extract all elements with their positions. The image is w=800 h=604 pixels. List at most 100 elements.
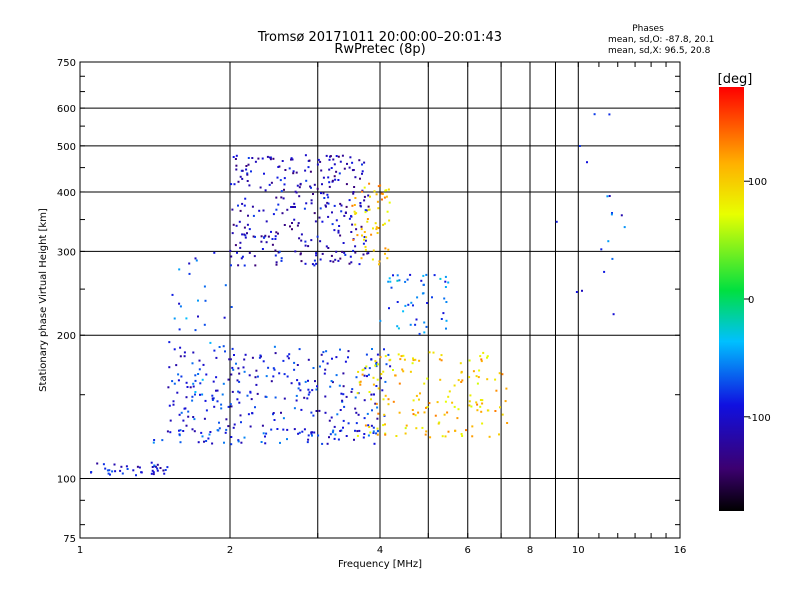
data-point xyxy=(281,160,284,162)
data-point xyxy=(341,250,344,253)
data-point xyxy=(593,113,596,116)
data-point xyxy=(298,348,301,351)
data-point xyxy=(342,419,345,422)
data-point xyxy=(354,407,357,410)
data-point xyxy=(222,382,225,385)
data-point xyxy=(339,202,342,205)
data-point xyxy=(205,373,208,376)
data-point xyxy=(414,323,417,326)
data-point xyxy=(323,372,326,375)
data-point xyxy=(331,431,334,434)
data-point xyxy=(177,373,180,376)
data-point xyxy=(151,469,154,472)
data-point xyxy=(290,158,292,161)
data-point xyxy=(151,466,154,468)
data-point xyxy=(352,192,355,195)
data-point xyxy=(247,214,249,217)
data-point xyxy=(443,297,446,300)
data-point xyxy=(444,400,447,403)
data-point xyxy=(235,362,237,365)
data-point xyxy=(342,242,345,244)
data-point xyxy=(256,375,259,378)
data-point xyxy=(231,366,234,369)
data-point xyxy=(251,157,254,159)
data-point xyxy=(194,329,197,332)
data-point xyxy=(359,202,362,204)
data-point xyxy=(425,430,428,433)
data-point xyxy=(317,434,320,437)
data-point xyxy=(362,436,365,439)
data-point xyxy=(384,380,387,383)
data-point xyxy=(374,364,377,367)
data-point xyxy=(231,208,234,211)
data-point xyxy=(417,411,420,414)
data-point xyxy=(306,397,309,400)
data-point xyxy=(178,268,181,271)
data-point xyxy=(230,183,233,186)
data-point xyxy=(313,264,316,267)
data-point xyxy=(150,461,153,464)
data-point xyxy=(468,400,471,403)
data-point xyxy=(376,232,379,234)
data-point xyxy=(442,312,445,315)
data-point xyxy=(236,251,238,254)
data-point xyxy=(178,302,181,305)
data-point xyxy=(260,441,263,443)
data-point xyxy=(465,429,467,432)
data-point xyxy=(332,158,335,161)
data-point xyxy=(199,382,202,385)
data-point xyxy=(252,214,255,217)
data-point xyxy=(375,363,378,365)
data-point xyxy=(254,160,257,163)
data-point xyxy=(424,433,427,436)
data-point xyxy=(337,231,340,234)
data-point xyxy=(271,238,274,240)
data-point xyxy=(216,400,219,403)
data-point xyxy=(409,323,412,326)
stats-heading: Phases xyxy=(632,24,664,34)
data-point xyxy=(387,248,390,251)
data-point xyxy=(229,403,232,406)
data-point xyxy=(235,224,238,227)
data-point xyxy=(445,319,448,322)
data-point xyxy=(331,381,334,384)
data-point xyxy=(429,436,432,439)
data-point xyxy=(178,413,181,416)
data-point xyxy=(376,406,379,409)
data-point xyxy=(150,472,153,475)
data-point xyxy=(274,235,277,238)
data-point xyxy=(379,184,382,187)
data-point xyxy=(319,365,321,368)
data-point xyxy=(297,387,300,390)
data-point xyxy=(414,358,417,361)
data-point xyxy=(375,228,378,231)
data-point xyxy=(286,208,289,211)
data-point xyxy=(358,429,361,432)
data-point xyxy=(288,353,291,356)
data-point xyxy=(290,382,293,385)
data-point xyxy=(140,471,143,474)
data-point xyxy=(419,392,421,395)
data-point xyxy=(445,327,447,330)
data-point xyxy=(364,367,367,370)
data-point xyxy=(375,432,378,435)
data-point xyxy=(376,427,379,430)
data-point xyxy=(279,441,281,444)
data-point xyxy=(366,218,369,220)
data-point xyxy=(475,401,478,404)
x-tick-label: 10 xyxy=(572,545,585,556)
data-point xyxy=(438,358,441,361)
data-point xyxy=(315,262,318,265)
data-point xyxy=(375,365,378,368)
data-point xyxy=(398,279,401,282)
data-point xyxy=(354,429,356,432)
data-point xyxy=(241,177,244,180)
data-point xyxy=(333,229,336,232)
data-point xyxy=(426,302,429,304)
data-point xyxy=(241,202,244,205)
data-point xyxy=(383,222,386,225)
data-point xyxy=(229,249,232,252)
data-point xyxy=(460,370,463,373)
data-point xyxy=(280,257,283,260)
data-point xyxy=(383,348,385,351)
